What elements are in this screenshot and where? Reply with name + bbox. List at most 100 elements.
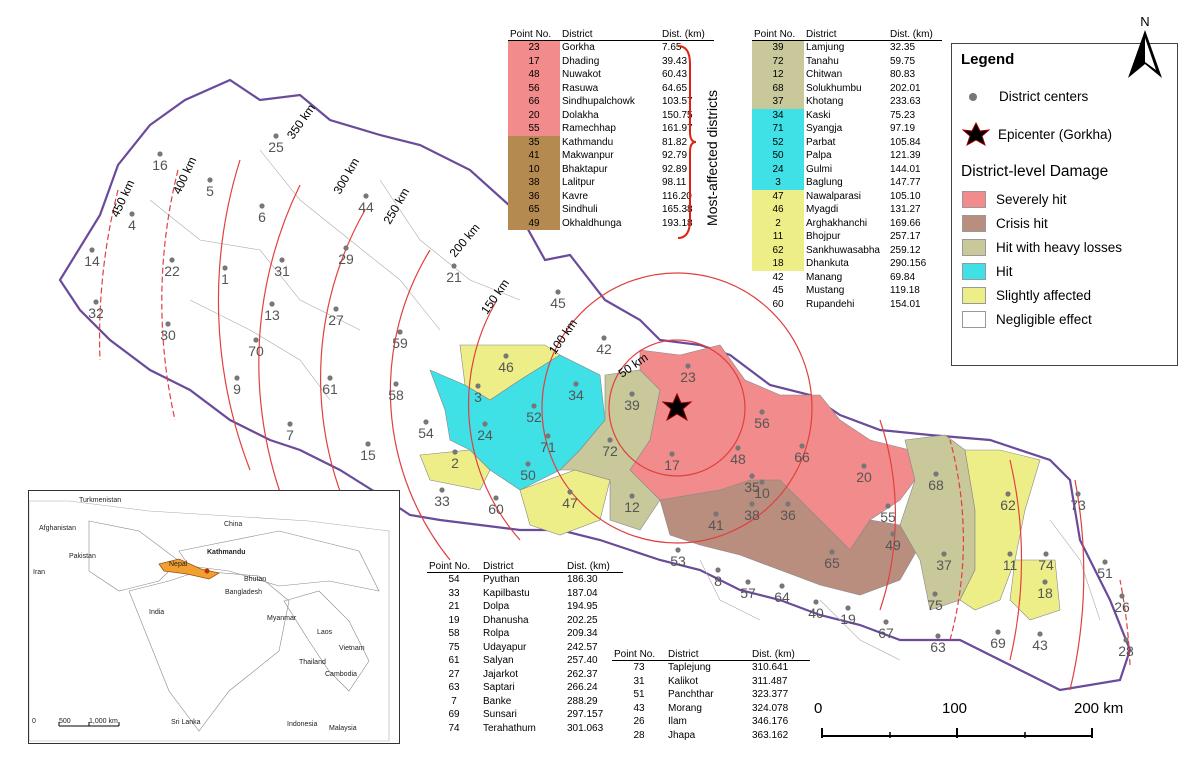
table-row: 27 Jajarkot 262.37 bbox=[427, 668, 623, 682]
district-number-label: 20 bbox=[856, 469, 872, 485]
district-cell: Dhading bbox=[562, 55, 600, 67]
table-row: 51 Panchthar 323.377 bbox=[612, 688, 810, 702]
district-center-dot bbox=[451, 263, 457, 269]
district-number-label: 6 bbox=[258, 209, 266, 225]
distance-cell: 39.43 bbox=[662, 55, 688, 67]
district-cell: Makwanpur bbox=[562, 150, 614, 161]
district-center-dot bbox=[935, 633, 941, 639]
point-no-cell: 75 bbox=[448, 641, 460, 653]
legend-class-item: Severely hit bbox=[962, 191, 1067, 208]
point-no-cell: 3 bbox=[752, 176, 804, 190]
distance-cell: 147.77 bbox=[890, 177, 921, 188]
distance-cell: 105.10 bbox=[890, 190, 921, 202]
district-center-dot bbox=[749, 501, 755, 507]
brace bbox=[677, 45, 696, 239]
inset-label: China bbox=[224, 521, 243, 528]
district-number-label: 68 bbox=[928, 477, 944, 493]
col-dist: Dist. (km) bbox=[888, 28, 942, 41]
ring-150km bbox=[467, 299, 521, 541]
col-point: Point No. bbox=[508, 28, 560, 41]
north-arrow-icon: N bbox=[1128, 14, 1162, 78]
district-cell: Gorkha bbox=[562, 42, 595, 53]
inset-scale-label: 500 bbox=[59, 718, 71, 725]
distance-cell: 64.65 bbox=[662, 82, 688, 94]
col-point: Point No. bbox=[752, 28, 804, 41]
point-no-cell: 42 bbox=[772, 271, 784, 283]
district-center-dot bbox=[129, 211, 135, 217]
table-row: 74 Terahathum 301.063 bbox=[427, 722, 623, 736]
distance-cell: 233.63 bbox=[890, 96, 921, 107]
district-cell: Myagdi bbox=[806, 204, 839, 215]
legend-epicenter: Epicenter (Gorkha) bbox=[962, 122, 1112, 146]
distance-cell: 154.01 bbox=[890, 298, 921, 310]
legend-class-item: Negligible effect bbox=[962, 311, 1092, 328]
district-number-label: 28 bbox=[1118, 643, 1134, 659]
table-row: 23 Gorkha 7.65 bbox=[508, 40, 714, 55]
district-center-dot bbox=[1005, 491, 1011, 497]
district-cell: Udayapur bbox=[483, 641, 527, 653]
district-cell: Kavre bbox=[562, 190, 589, 202]
epicenter-star-icon bbox=[661, 392, 693, 422]
district-center-dot bbox=[932, 591, 938, 597]
point-no-cell: 23 bbox=[508, 40, 560, 55]
distance-cell: 116.20 bbox=[662, 190, 692, 202]
district-center-dot bbox=[629, 391, 635, 397]
district-center-dot bbox=[493, 495, 499, 501]
legend-label: District centers bbox=[999, 89, 1089, 104]
district-cell: Kathmandu bbox=[562, 136, 614, 148]
district-cell: Morang bbox=[668, 702, 702, 714]
point-no-cell: 37 bbox=[752, 95, 804, 109]
distance-cell: 242.57 bbox=[567, 641, 598, 653]
distance-cell: 193.18 bbox=[662, 217, 693, 229]
table-row: 56 Rasuwa 64.65 bbox=[508, 81, 714, 95]
district-number-label: 49 bbox=[885, 537, 901, 553]
district-number-label: 35 bbox=[744, 479, 760, 495]
table-row: 47 Nawalparasi 105.10 bbox=[752, 189, 942, 203]
legend-title: Legend bbox=[961, 51, 1015, 68]
district-number-label: 27 bbox=[328, 312, 344, 328]
distance-cell: 346.176 bbox=[752, 716, 789, 727]
north-label: N bbox=[1140, 14, 1149, 29]
legend-class-label: Hit with heavy losses bbox=[996, 240, 1123, 255]
point-no-cell: 48 bbox=[508, 68, 560, 82]
distance-cell: 259.12 bbox=[890, 244, 921, 256]
district-center-dot bbox=[829, 549, 835, 555]
district-number-label: 74 bbox=[1038, 557, 1054, 573]
district-center-dot bbox=[745, 579, 751, 585]
legend-label: Epicenter (Gorkha) bbox=[998, 126, 1113, 142]
col-district: District bbox=[804, 28, 888, 41]
district-number-label: 41 bbox=[708, 517, 724, 533]
table-row: 2 Arghakhanchi 169.66 bbox=[752, 216, 942, 230]
inset-label: Laos bbox=[317, 629, 333, 636]
district-center-dot bbox=[1123, 637, 1129, 643]
inset-scale-label: 0 bbox=[32, 718, 36, 725]
district-number-label: 26 bbox=[1114, 599, 1130, 615]
district-number-label: 24 bbox=[477, 427, 493, 443]
inset-label: Turkmenistan bbox=[79, 497, 122, 504]
legend-swatch bbox=[962, 311, 986, 328]
district-number-label: 43 bbox=[1032, 637, 1048, 653]
inset-label: Bangladesh bbox=[225, 589, 262, 596]
inset-label: Iran bbox=[33, 569, 46, 576]
table-row: 55 Ramechhap 161.97 bbox=[508, 122, 714, 136]
table-row: 63 Saptari 266.24 bbox=[427, 681, 623, 695]
table-row: 39 Lamjung 32.35 bbox=[752, 40, 942, 55]
point-no-cell: 52 bbox=[752, 135, 804, 149]
district-cell: Tanahu bbox=[806, 55, 839, 67]
point-no-cell: 72 bbox=[752, 54, 804, 68]
point-no-cell: 39 bbox=[752, 40, 804, 55]
distance-cell: 288.29 bbox=[567, 695, 598, 707]
distance-cell: 81.82 bbox=[662, 136, 688, 148]
point-no-cell: 58 bbox=[448, 628, 460, 639]
district-center-dot bbox=[883, 619, 889, 625]
scale-tick-label: 100 bbox=[942, 700, 968, 717]
ring-400km bbox=[161, 169, 179, 421]
district-number-label: 70 bbox=[248, 343, 264, 359]
district-center-dot bbox=[735, 445, 741, 451]
district-number-label: 21 bbox=[446, 269, 462, 285]
district-number-label: 63 bbox=[930, 639, 946, 655]
district-center-dot bbox=[885, 503, 891, 509]
point-no-cell: 11 bbox=[752, 230, 804, 244]
legend-class-label: Crisis hit bbox=[996, 216, 1048, 231]
